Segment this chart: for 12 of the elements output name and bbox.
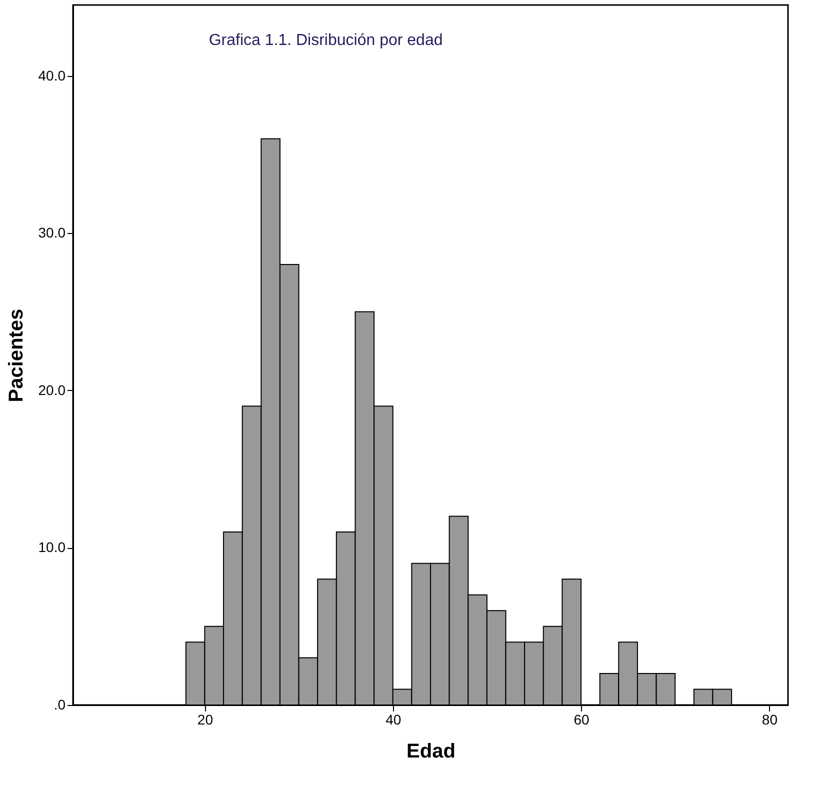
y-tick-label: .0 xyxy=(54,696,66,712)
y-axis-title: Pacientes xyxy=(5,308,28,402)
y-tick-label: 40.0 xyxy=(38,67,66,84)
y-tick-label: 10.0 xyxy=(38,539,66,556)
y-tick-label: 20.0 xyxy=(38,382,66,398)
x-tick-label: 40 xyxy=(386,712,402,728)
x-tick-label: 60 xyxy=(574,712,590,728)
x-tick-label: 20 xyxy=(197,712,214,728)
x-tick-label: 80 xyxy=(762,712,778,728)
x-axis-title: Edad xyxy=(406,740,456,762)
y-tick-label: 30.0 xyxy=(38,224,66,241)
text: Grafica 1.1. Disribución por edad xyxy=(208,32,443,49)
